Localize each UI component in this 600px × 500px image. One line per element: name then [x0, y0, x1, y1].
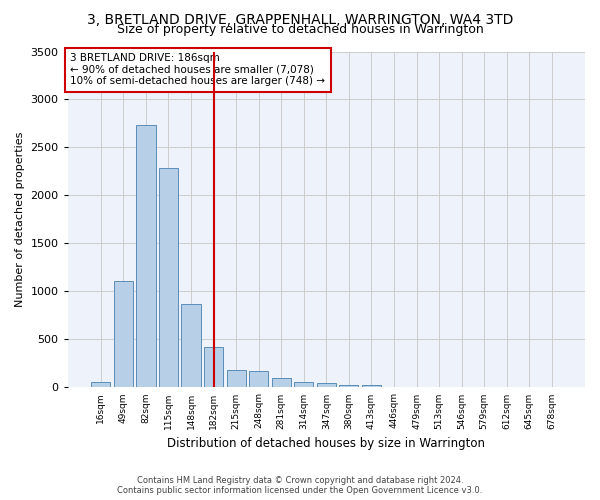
- Bar: [294, 382, 313, 388]
- Bar: [227, 370, 246, 388]
- Bar: [340, 384, 358, 388]
- Bar: [91, 382, 110, 388]
- Bar: [114, 281, 133, 388]
- Bar: [272, 378, 291, 388]
- Text: Size of property relative to detached houses in Warrington: Size of property relative to detached ho…: [116, 22, 484, 36]
- Text: Contains HM Land Registry data © Crown copyright and database right 2024.
Contai: Contains HM Land Registry data © Crown c…: [118, 476, 482, 495]
- Bar: [159, 168, 178, 388]
- Text: 3, BRETLAND DRIVE, GRAPPENHALL, WARRINGTON, WA4 3TD: 3, BRETLAND DRIVE, GRAPPENHALL, WARRINGT…: [87, 12, 513, 26]
- Bar: [181, 304, 200, 388]
- Text: 3 BRETLAND DRIVE: 186sqm
← 90% of detached houses are smaller (7,078)
10% of sem: 3 BRETLAND DRIVE: 186sqm ← 90% of detach…: [70, 53, 325, 86]
- Bar: [249, 370, 268, 388]
- Bar: [136, 126, 155, 388]
- X-axis label: Distribution of detached houses by size in Warrington: Distribution of detached houses by size …: [167, 437, 485, 450]
- Bar: [362, 385, 381, 388]
- Bar: [317, 382, 336, 388]
- Y-axis label: Number of detached properties: Number of detached properties: [15, 132, 25, 307]
- Bar: [204, 347, 223, 388]
